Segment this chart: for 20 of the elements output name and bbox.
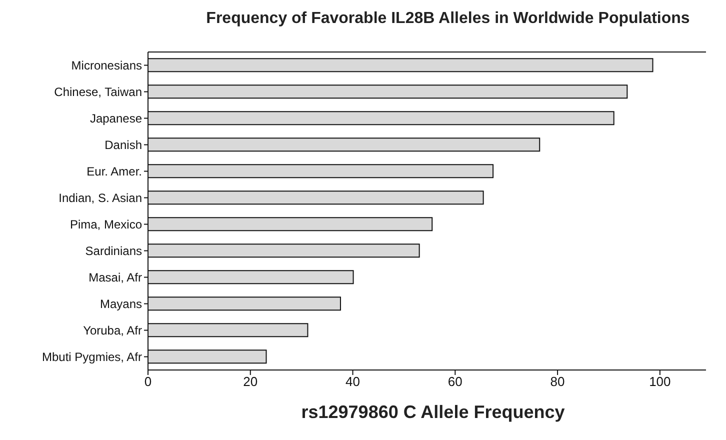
y-tick-label: Indian, S. Asian	[58, 191, 142, 206]
y-tick-label: Eur. Amer.	[86, 164, 142, 179]
x-axis-title: rs12979860 C Allele Frequency	[300, 402, 566, 423]
y-tick-label: Chinese, Taiwan	[54, 85, 142, 100]
x-tick-label: 40	[346, 374, 360, 390]
y-tick-label: Danish	[104, 138, 142, 152]
y-tick-label: Sardinians	[85, 244, 142, 258]
x-tick-label: 60	[448, 374, 462, 390]
x-tick-label: 100	[649, 374, 671, 390]
y-tick-label: Pima, Mexico	[70, 218, 142, 232]
x-tick-label: 80	[550, 374, 565, 390]
x-tick-label: 0	[144, 374, 152, 390]
y-tick-label: Mayans	[100, 297, 142, 312]
y-tick-label: Yoruba, Afr	[83, 324, 142, 338]
y-tick-label: Micronesians	[71, 58, 142, 73]
chart-title: Frequency of Favorable IL28B Alleles in Worldwide Populations	[205, 10, 691, 28]
y-tick-label: Mbuti Pygmies, Afr	[42, 350, 142, 364]
y-tick-label: Masai, Afr	[88, 270, 142, 285]
y-tick-label: Japanese	[90, 112, 142, 126]
x-tick-label: 20	[243, 374, 258, 390]
